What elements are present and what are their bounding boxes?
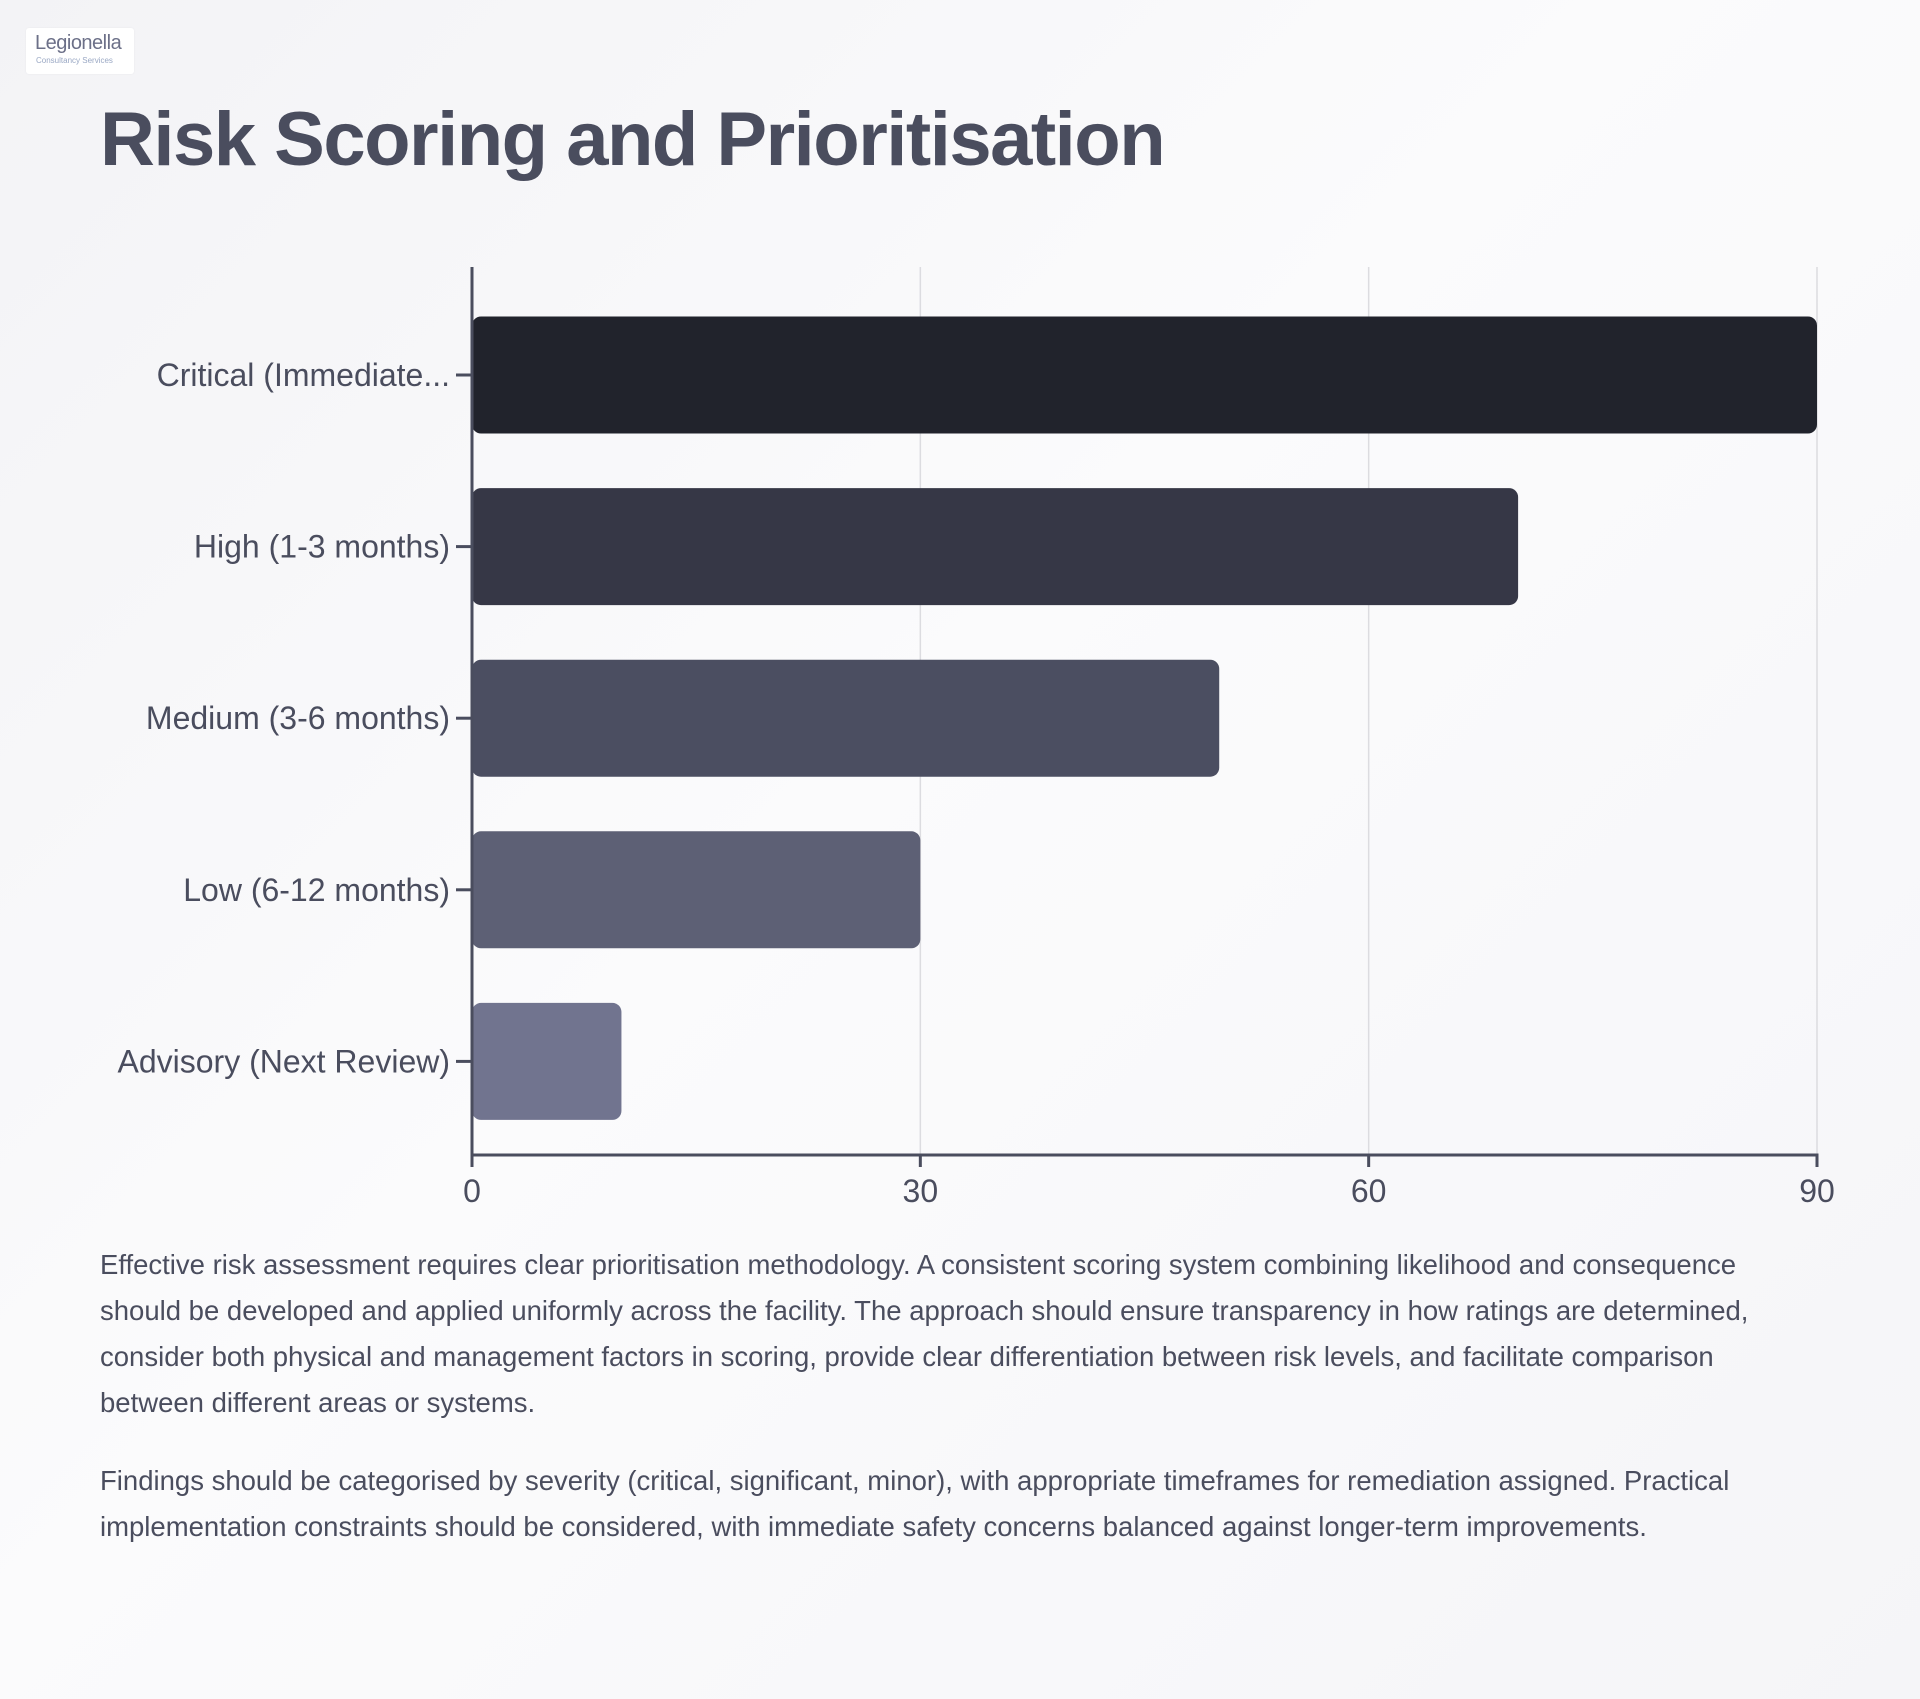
company-logo: Legionella Consultancy Services: [26, 28, 134, 74]
bar-3: [472, 831, 921, 949]
bar-2: [472, 659, 1220, 777]
category-label-4: Advisory (Next Review): [117, 1043, 450, 1079]
x-tick-label-0: 0: [463, 1173, 481, 1209]
body-paragraph-1: Effective risk assessment requires clear…: [100, 1249, 1749, 1418]
category-label-3: Low (6-12 months): [183, 872, 450, 908]
category-label-0: Critical (Immediate...: [157, 357, 450, 393]
body-paragraph-2: Findings should be categorised by severi…: [100, 1465, 1730, 1542]
risk-bar-chart: 0 30 60 90 Critical (Immediate... High (1-3 m…: [117, 267, 1835, 1209]
logo-wordmark: Legionella: [35, 32, 122, 54]
category-label-2: Medium (3-6 months): [146, 700, 450, 736]
chart-labels: 0 30 60 90 Critical (Immediate... High (1-3 m…: [117, 357, 1834, 1209]
page-title: Risk Scoring and Prioritisation: [100, 97, 1166, 182]
chart-axes: [456, 267, 1819, 1167]
x-tick-label-3: 90: [1799, 1173, 1835, 1209]
bar-0: [472, 316, 1817, 434]
bar-1: [472, 488, 1519, 606]
body-text: Effective risk assessment requires clear…: [100, 1242, 1800, 1582]
x-tick-label-1: 30: [903, 1173, 939, 1209]
bar-4: [472, 1002, 622, 1120]
category-label-1: High (1-3 months): [194, 529, 450, 565]
chart-bars: [472, 316, 1817, 1120]
logo-subtitle: Consultancy Services: [36, 56, 113, 65]
x-tick-label-2: 60: [1351, 1173, 1387, 1209]
